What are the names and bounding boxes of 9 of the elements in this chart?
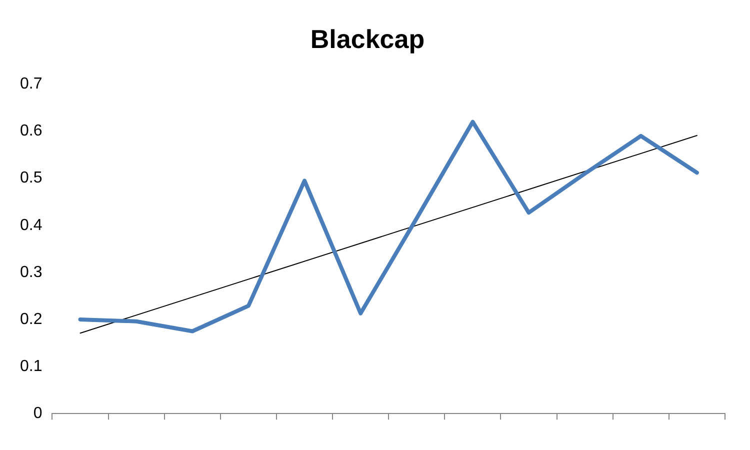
y-tick-label: 0.6 <box>20 122 42 140</box>
y-tick-label: 0.3 <box>20 264 42 281</box>
y-tick-label: 0.2 <box>20 310 42 328</box>
y-tick-label: 0 <box>33 405 42 422</box>
chart-title: Blackcap <box>310 24 425 54</box>
y-tick-label: 0.4 <box>20 216 42 234</box>
y-tick-label: 0.5 <box>20 170 42 187</box>
y-tick-label: 0.7 <box>20 76 42 93</box>
y-tick-label: 0.1 <box>20 358 42 375</box>
